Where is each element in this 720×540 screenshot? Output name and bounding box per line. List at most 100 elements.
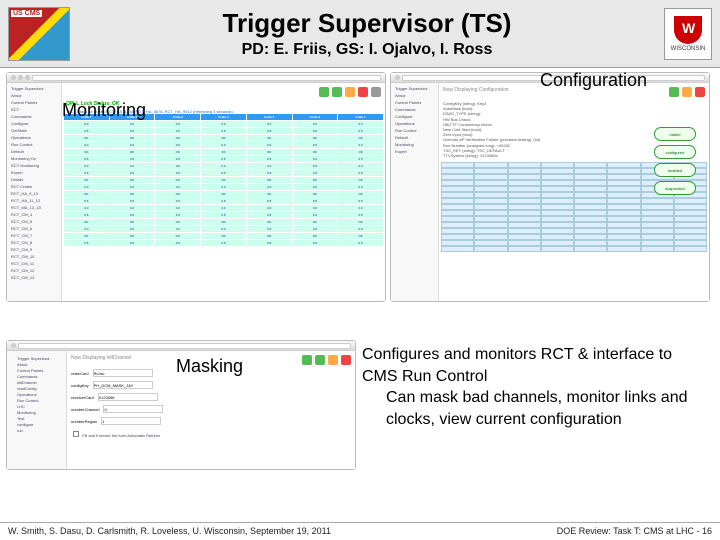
sidebar-item[interactable]: RCT Monitoring	[9, 162, 59, 169]
home-icon[interactable]	[319, 87, 329, 97]
grid-cell: 0.0	[155, 205, 200, 211]
field-input[interactable]	[98, 393, 158, 401]
sidebar-item[interactable]: RCT_CM_9	[9, 246, 59, 253]
sidebar-item[interactable]: About	[393, 92, 436, 99]
sidebar-item[interactable]: Operations	[9, 134, 59, 141]
field-input[interactable]	[103, 405, 163, 413]
stop-icon[interactable]	[358, 87, 368, 97]
sidebar-item[interactable]: RCT_CM_8	[9, 239, 59, 246]
sidebar-item[interactable]: Run Control	[9, 141, 59, 148]
sidebar-item[interactable]: Configure	[9, 120, 59, 127]
hand-icon[interactable]	[682, 87, 692, 97]
sidebar-item[interactable]: RCT_CM_12	[9, 267, 59, 274]
sidebar-item[interactable]: RCT_HA_9_10	[9, 190, 59, 197]
sidebar-item[interactable]: Monitoring	[393, 141, 436, 148]
sidebar-item[interactable]: Operations	[393, 120, 436, 127]
sidebar-item[interactable]: Monitoring On	[9, 155, 59, 162]
fire-icon[interactable]	[345, 87, 355, 97]
field-label: numberChannel	[71, 407, 99, 412]
close-icon[interactable]	[11, 75, 16, 80]
sidebar-item[interactable]: RCT_CM_4	[9, 211, 59, 218]
fire-icon[interactable]	[695, 87, 705, 97]
address-bar[interactable]	[18, 343, 351, 349]
sidebar-item[interactable]: Details	[9, 176, 59, 183]
grid-cell: OK	[293, 149, 338, 155]
masking-panel: Masking Trigger SupervisorAboutControl P…	[6, 340, 356, 470]
leaf-icon[interactable]	[315, 355, 325, 365]
grid-cell: 0.5	[64, 198, 109, 204]
field-input[interactable]	[101, 417, 161, 425]
grid-cell: 0.5	[293, 240, 338, 246]
checkbox-label: Fill and Execute the form Automatic Refr…	[82, 433, 160, 438]
field-label: configKey	[71, 383, 89, 388]
grid-cell: OK	[64, 135, 109, 141]
stop-icon[interactable]	[341, 355, 351, 365]
sidebar-item[interactable]: Trigger Supervisor	[393, 85, 436, 92]
sidebar-item[interactable]: RCT_CM_13	[9, 274, 59, 281]
grid-cell: 0.5	[293, 198, 338, 204]
home-icon[interactable]	[302, 355, 312, 365]
sidebar-item[interactable]: Control Panels	[393, 99, 436, 106]
sidebar-item[interactable]: Commands	[9, 113, 59, 120]
sidebar-item[interactable]: Default	[9, 148, 59, 155]
sidebar-item[interactable]: Expert	[9, 169, 59, 176]
toolbar-icons	[64, 85, 383, 99]
sidebar-item[interactable]: RCT_MA_13_18	[9, 204, 59, 211]
monitoring-panel: Monitoring Trigger SupervisorAboutContro…	[6, 72, 386, 302]
sidebar-item[interactable]: Configure	[393, 113, 436, 120]
sidebar-item[interactable]: run	[11, 427, 62, 433]
address-bar[interactable]	[32, 75, 381, 81]
min-icon[interactable]	[18, 75, 23, 80]
footer-right: DOE Review: Task T: CMS at LHC - 16	[557, 526, 712, 536]
sidebar-item[interactable]: Expert	[393, 148, 436, 155]
close-icon[interactable]	[11, 343, 16, 348]
sidebar-item[interactable]: RCT_CM_10	[9, 253, 59, 260]
grid-cell: OK	[293, 135, 338, 141]
sidebar-item[interactable]: Run Control	[393, 127, 436, 134]
grid-cell: 0.0	[338, 205, 383, 211]
sidebar-item[interactable]: About	[9, 92, 59, 99]
grid-cell: 0.0	[338, 163, 383, 169]
grid-cell: 0.0	[155, 121, 200, 127]
refresh-icon[interactable]	[332, 87, 342, 97]
fire-icon[interactable]	[328, 355, 338, 365]
sidebar-item[interactable]: RCT_CM_11	[9, 260, 59, 267]
sidebar-item[interactable]: Trigger Supervisor	[9, 85, 59, 92]
config-body: Trigger SupervisorAboutControl PanelsCom…	[391, 83, 709, 301]
grid-cell: OK	[110, 233, 155, 239]
grid-cell: 0.5	[110, 240, 155, 246]
grid-cell: 0.0	[110, 163, 155, 169]
sidebar-item[interactable]: RCT	[9, 106, 59, 113]
home-icon[interactable]	[669, 87, 679, 97]
monitoring-label: Monitoring	[62, 100, 146, 121]
mask-checkbox[interactable]: Fill and Execute the form Automatic Refr…	[69, 427, 353, 442]
gear-icon[interactable]	[371, 87, 381, 97]
sidebar-item[interactable]: RCT_CM_7	[9, 232, 59, 239]
grid-cell: 0.0	[155, 142, 200, 148]
sidebar-item[interactable]: RCT_CM_5	[9, 218, 59, 225]
sidebar-item[interactable]: RCT_CM_6	[9, 225, 59, 232]
grid-cell: 0.0	[247, 121, 292, 127]
close-icon[interactable]	[395, 75, 400, 80]
cfg-cell	[541, 246, 574, 252]
sidebar-item[interactable]: Commands	[393, 106, 436, 113]
state-diagram: haltedconfiguredenabledsuspended	[645, 123, 705, 213]
field-input[interactable]	[93, 369, 153, 377]
sidebar-item[interactable]: RCT_HA_11_12	[9, 197, 59, 204]
sidebar-item[interactable]: RCT Crates	[9, 183, 59, 190]
sidebar-item[interactable]: GetState	[9, 127, 59, 134]
configuration-panel: Configuration Trigger SupervisorAboutCon…	[390, 72, 710, 302]
checkbox-icon[interactable]	[73, 431, 79, 437]
sidebar-item[interactable]: Control Panels	[9, 99, 59, 106]
sidebar-item[interactable]: Default	[393, 134, 436, 141]
grid-cell: 0.0	[110, 184, 155, 190]
max-icon[interactable]	[25, 75, 30, 80]
browser-toolbar	[7, 73, 385, 83]
grid-cell: OK	[155, 219, 200, 225]
grid-cell: OK	[338, 219, 383, 225]
field-input[interactable]	[93, 381, 153, 389]
config-window: Trigger SupervisorAboutControl PanelsCom…	[390, 72, 710, 302]
grid-cell: 0.5	[201, 240, 246, 246]
grid-cell: 0.5	[338, 212, 383, 218]
grid-cell: 0.5	[338, 198, 383, 204]
